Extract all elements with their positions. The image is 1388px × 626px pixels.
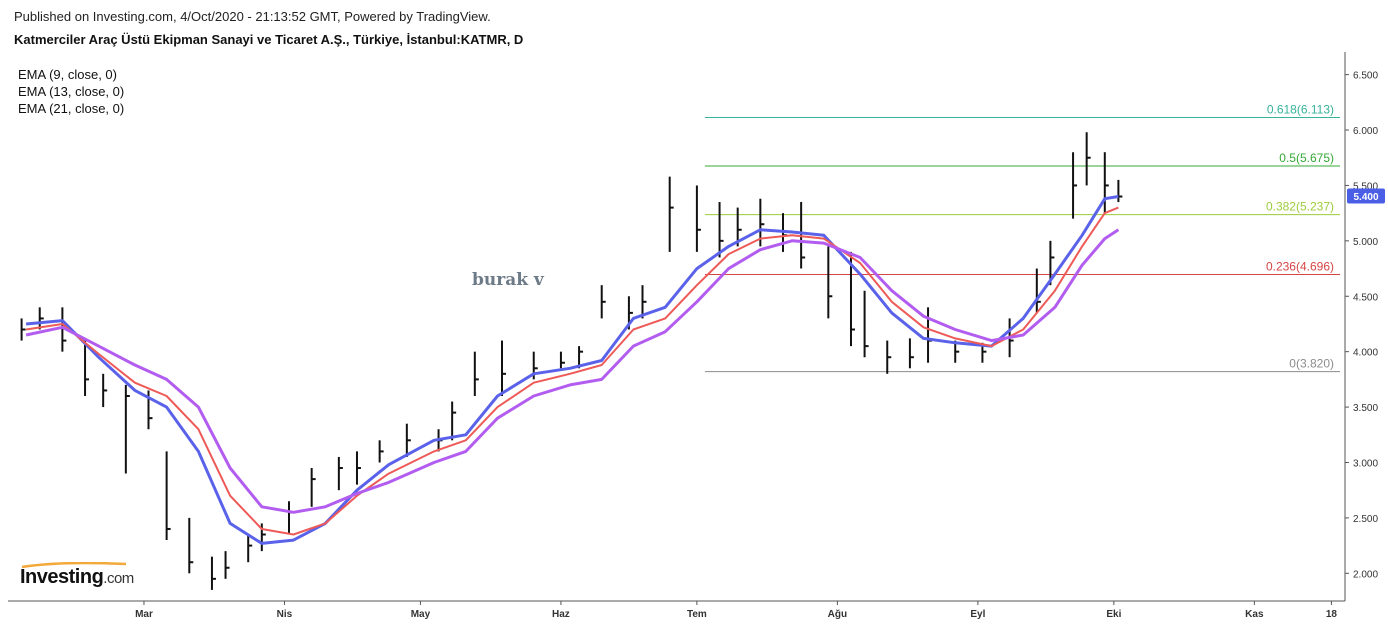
fib-level-label: 0.236(4.696) [1266, 260, 1334, 274]
current-price-badge [1347, 188, 1385, 204]
logo-name: Investing [20, 566, 104, 588]
x-tick-label: Eki [1106, 609, 1121, 620]
x-tick-label: Haz [552, 609, 570, 620]
published-info: Published on Investing.com, 4/Oct/2020 -… [14, 9, 491, 24]
price-bars [20, 132, 1123, 590]
fib-level-label: 0.5(5.675) [1279, 151, 1334, 165]
ema-line-13[interactable] [25, 206, 1119, 536]
y-tick-label: 3.500 [1353, 403, 1378, 414]
y-tick-label: 6.500 [1353, 71, 1378, 82]
x-tick-label: Ağu [828, 609, 847, 620]
fib-level-label: 0.382(5.237) [1266, 200, 1334, 214]
y-tick-label: 2.000 [1353, 569, 1378, 580]
fib-level-label: 0(3.820) [1289, 357, 1334, 371]
indicator-legend: EMA (9, close, 0) EMA (13, close, 0) EMA… [18, 66, 124, 117]
investing-logo: Investing.com [20, 562, 134, 589]
ema-line-21[interactable] [25, 228, 1120, 514]
y-tick-label: 4.000 [1353, 348, 1378, 359]
chart-title: Katmerciler Araç Üstü Ekipman Sanayi ve … [14, 32, 524, 47]
axes: 2.000 2.500 3.000 3.500 4.000 4.500 5.000 5.500… [8, 52, 1385, 620]
legend-ema9[interactable]: EMA (9, close, 0) [18, 67, 117, 82]
current-price-label: 5.400 [1353, 192, 1378, 203]
y-tick-label: 6.000 [1353, 126, 1378, 137]
x-tick-label: Nis [277, 609, 293, 620]
x-tick-label: Kas [1245, 609, 1264, 620]
y-tick-label: 2.500 [1353, 514, 1378, 525]
x-tick-label: Eyl [970, 609, 985, 620]
x-tick-label: Mar [135, 609, 153, 620]
y-tick-label: 3.000 [1353, 458, 1378, 469]
y-tick-label: 5.000 [1353, 237, 1378, 248]
x-tick-label: May [411, 609, 431, 620]
y-tick-label: 5.500 [1353, 181, 1378, 192]
logo-suffix: .com [103, 570, 134, 587]
fib-level-label: 0.618(6.113) [1267, 103, 1334, 117]
legend-ema21[interactable]: EMA (21, close, 0) [18, 101, 125, 116]
legend-ema13[interactable]: EMA (13, close, 0) [18, 84, 125, 99]
ema-line-9[interactable] [25, 195, 1119, 545]
logo-swoosh-icon [21, 562, 127, 568]
y-tick-label: 4.500 [1353, 292, 1378, 303]
x-tick-label: 18 [1326, 609, 1338, 620]
x-tick-label: Tem [687, 609, 707, 620]
fibonacci-levels: 0.618(6.113) 0.5(5.675) 0.382(5.237) 0.236(… [704, 103, 1340, 373]
ema-lines [25, 195, 1120, 545]
author-watermark: burak v [472, 270, 544, 290]
